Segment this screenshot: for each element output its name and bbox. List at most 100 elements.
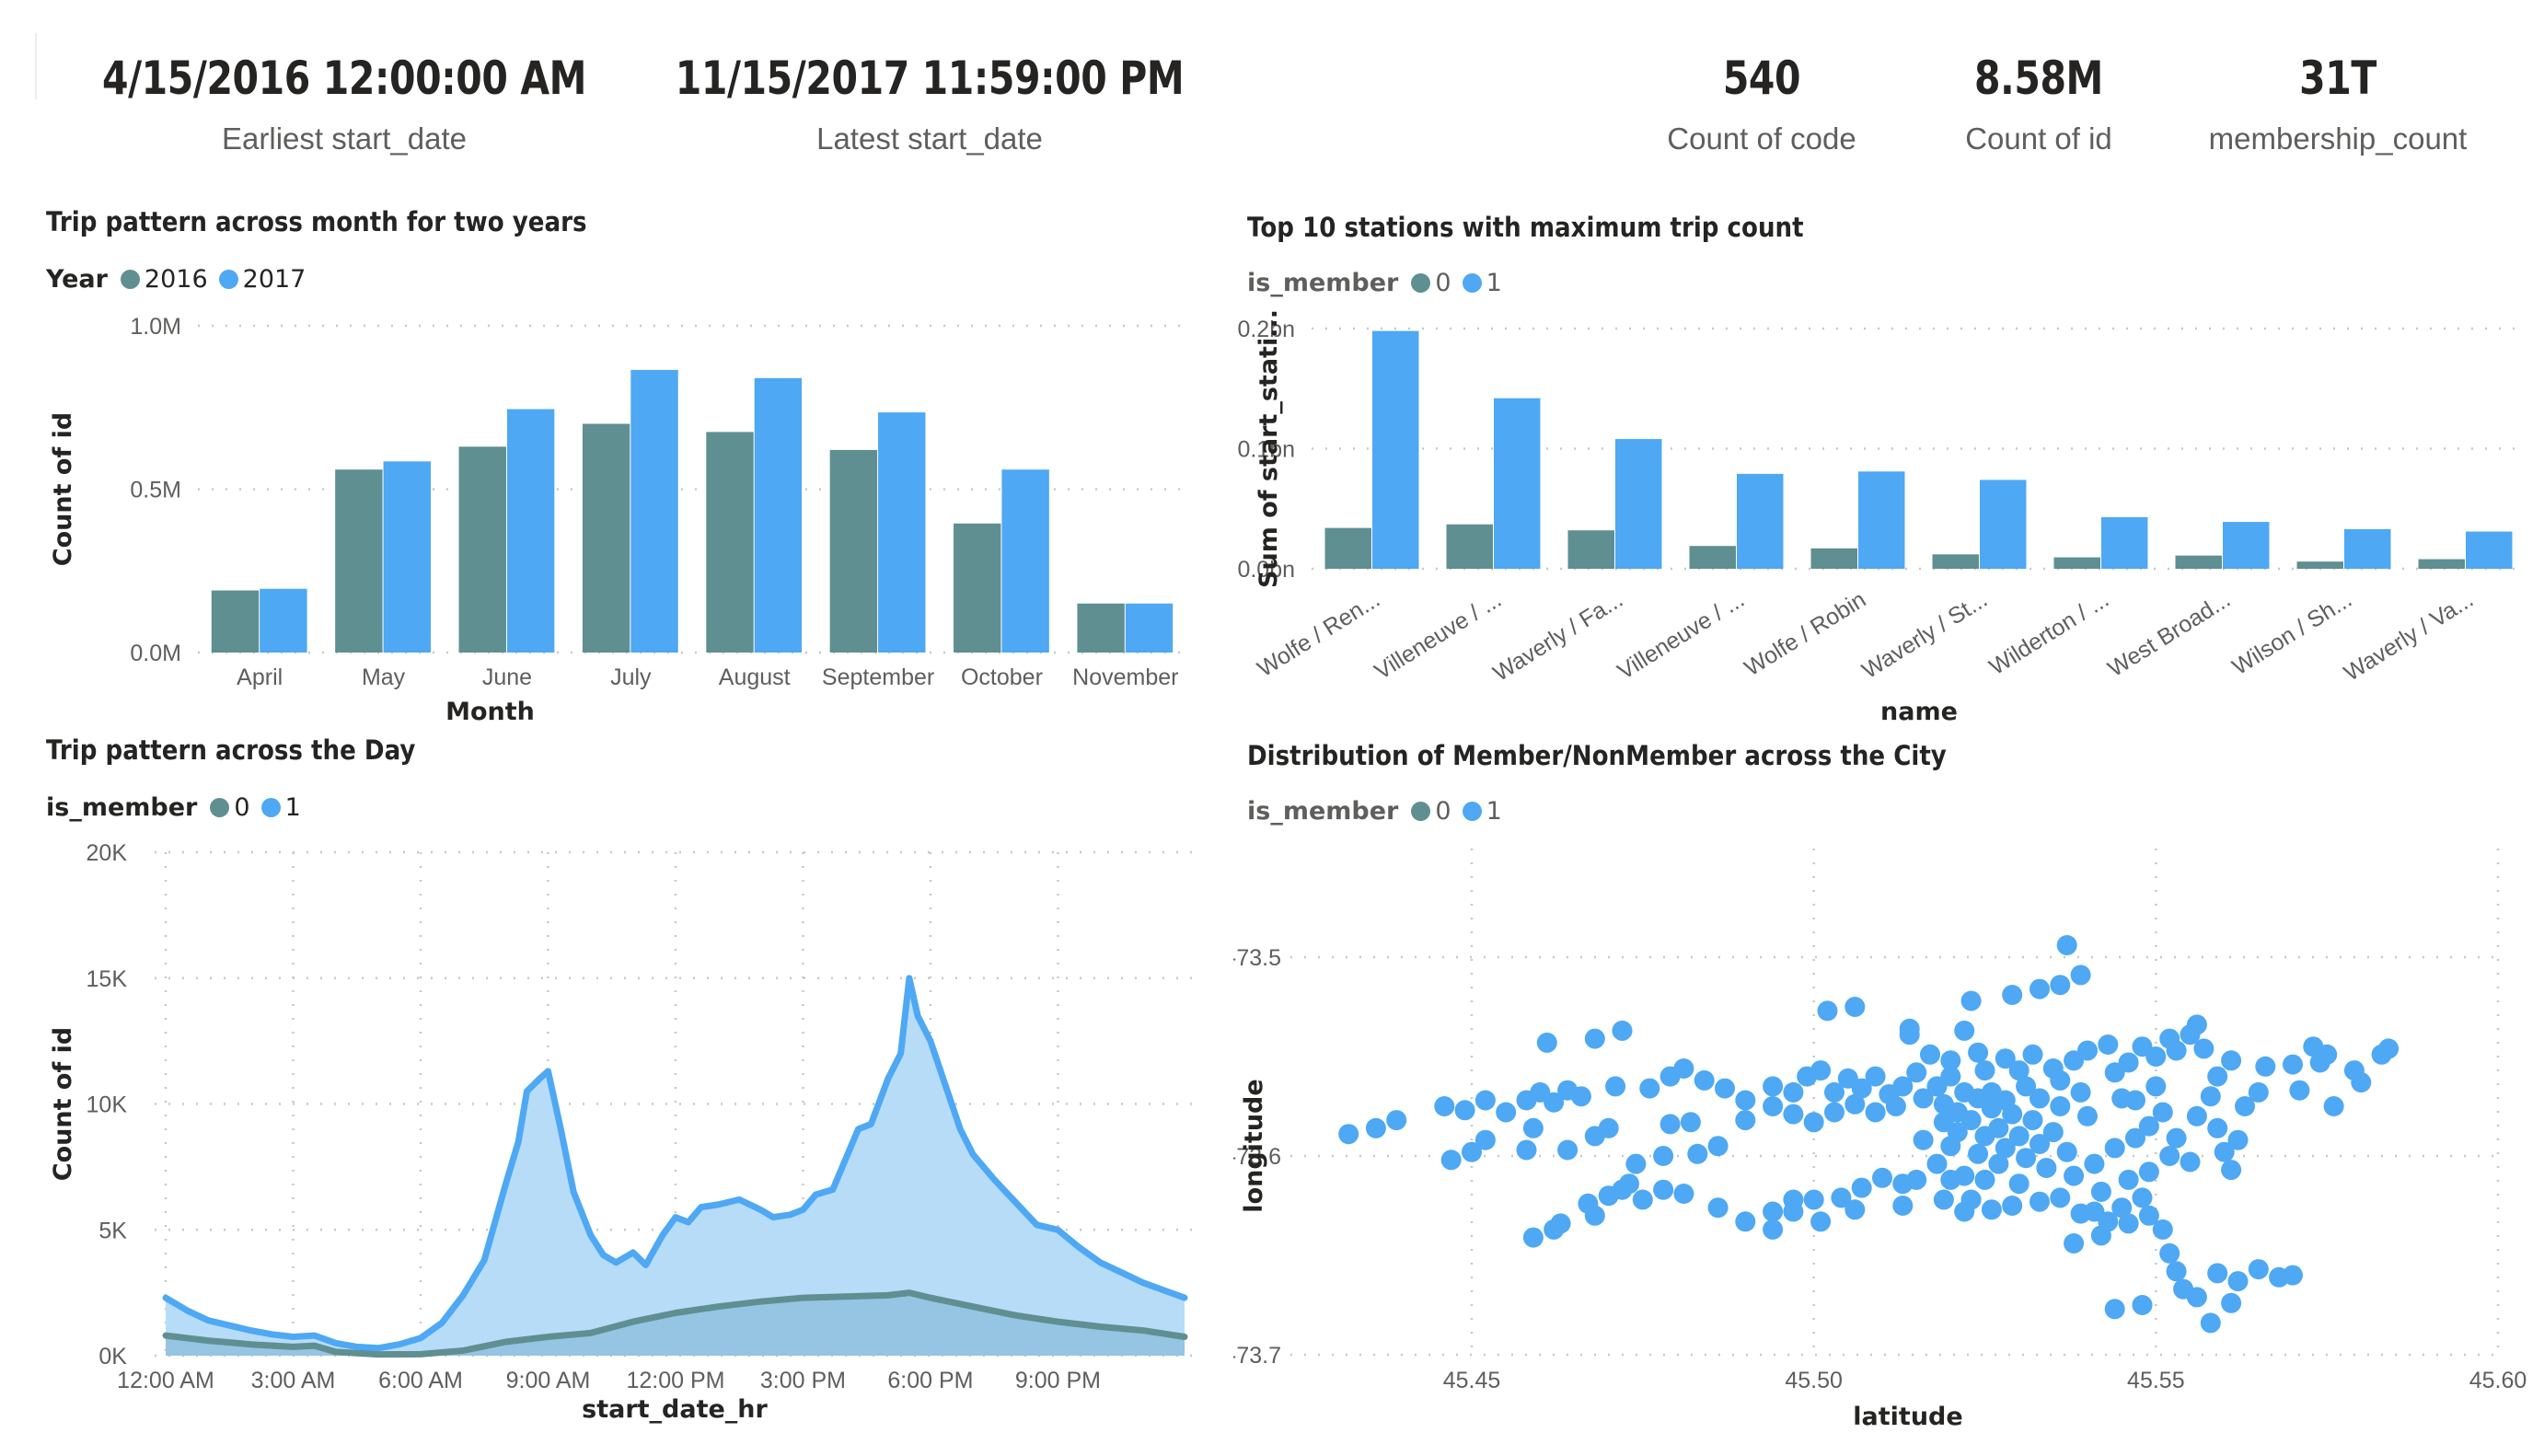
scatter-point xyxy=(1639,1078,1660,1099)
scatter-point xyxy=(2283,1054,2303,1075)
legend-item-2016[interactable]: 2016 xyxy=(120,265,208,294)
legend-item-1[interactable]: 1 xyxy=(1462,797,1502,826)
scatter-point xyxy=(1831,1187,1852,1208)
scatter-point xyxy=(1522,1227,1544,1248)
scatter-point xyxy=(1824,1081,1844,1103)
kpi-latest-start-date: 11/15/2017 11:59:00 PM Latest start_date xyxy=(619,52,1240,156)
legend-label: 1 xyxy=(1486,269,1502,297)
bar-0-0 xyxy=(1324,527,1371,569)
scatter-point xyxy=(1940,1050,1961,1071)
scatter-point xyxy=(1995,1090,2016,1111)
x-tick-label: Villeneuve / ... xyxy=(1370,586,1507,685)
scatter-point xyxy=(2056,1141,2077,1162)
legend-label: 1 xyxy=(284,793,301,822)
scatter-point xyxy=(2159,1146,2180,1166)
legend-item-0[interactable]: 0 xyxy=(210,793,250,822)
scatter-point xyxy=(1960,990,1982,1011)
scatter-point xyxy=(1474,1090,1496,1111)
scatter-point xyxy=(1462,1141,1482,1162)
scatter-point xyxy=(2016,1076,2037,1097)
kpi-value: 4/15/2016 12:00:00 AM xyxy=(101,52,587,105)
scatter-point xyxy=(1913,1088,1934,1109)
scatter-point xyxy=(1707,1136,1729,1157)
legend-item-0[interactable]: 0 xyxy=(1411,797,1451,826)
scatter-point xyxy=(2064,1233,2085,1254)
scatter-point xyxy=(1707,1197,1729,1219)
legend-title: is_member xyxy=(1247,269,1399,297)
legend-item-1[interactable]: 1 xyxy=(1462,269,1502,297)
scatter-point xyxy=(1763,1201,1784,1222)
y-tick-label: 0.0bn xyxy=(1237,557,1295,583)
x-axis-title: latitude xyxy=(1853,1403,1962,1431)
kpi-label: Latest start_date xyxy=(816,121,1043,156)
scatter-point xyxy=(1995,1138,2016,1159)
scatter-point xyxy=(2008,1126,2029,1147)
city-scatter-chart: -73.5 -73.6 -73.7 45.45 45.50 45.55 45.60 latit… xyxy=(1233,849,2527,1431)
scatter-point xyxy=(2200,1312,2221,1334)
scatter-point xyxy=(2050,1187,2071,1208)
city-chart-legend: is_member 0 1 xyxy=(1247,797,1513,826)
scatter-point xyxy=(2323,1096,2344,1116)
scatter-point xyxy=(1570,1086,1591,1107)
scatter-point xyxy=(1735,1090,1756,1111)
bar-1-3 xyxy=(1737,473,1784,569)
legend-item-0[interactable]: 0 xyxy=(1411,269,1451,297)
scatter-point xyxy=(1653,1179,1674,1200)
legend-label: 0 xyxy=(234,793,250,822)
month-chart-legend: Year 2016 2017 xyxy=(46,265,317,294)
bar-0-2 xyxy=(1567,530,1614,569)
legend-label: 0 xyxy=(1435,797,1451,826)
scatter-point xyxy=(1584,1205,1605,1226)
scatter-point xyxy=(1440,1150,1462,1171)
scatter-point xyxy=(1865,1102,1886,1123)
city-chart-title: Distribution of Member/NonMember across … xyxy=(1247,740,1947,771)
x-tick-label: Wilderton / ... xyxy=(1984,586,2113,680)
kpi-count-of-code: 540 Count of code xyxy=(1667,52,1856,156)
x-tick-label: 12:00 PM xyxy=(626,1368,724,1393)
legend-label: 0 xyxy=(1435,269,1451,297)
x-tick-label: Waverly / Fa... xyxy=(1488,586,1627,687)
scatter-point xyxy=(1844,997,1866,1017)
month-chart-title: Trip pattern across month for two years xyxy=(46,206,587,237)
scatter-point xyxy=(2029,1088,2050,1109)
scatter-point xyxy=(2042,1058,2064,1079)
scatter-point xyxy=(2138,1115,2159,1137)
scatter-point xyxy=(2098,1034,2119,1055)
day-chart-title: Trip pattern across the Day xyxy=(46,734,416,766)
x-tick-label: Wolfe / Ren... xyxy=(1253,586,1384,682)
scatter-point xyxy=(1803,1112,1824,1133)
legend-item-1[interactable]: 1 xyxy=(260,793,301,822)
scatter-point xyxy=(1522,1117,1544,1138)
bar-2016-7 xyxy=(1077,603,1125,653)
legend-title: is_member xyxy=(46,793,198,822)
scatter-point xyxy=(1434,1096,1455,1116)
scatter-point xyxy=(1892,1076,1914,1097)
scatter-point xyxy=(1844,1093,1866,1115)
kpi-value: 31T xyxy=(2299,52,2376,105)
scatter-point xyxy=(1885,1096,1906,1116)
scatter-point xyxy=(1584,1028,1605,1049)
scatter-point xyxy=(1625,1153,1647,1174)
x-tick-label: 45.45 xyxy=(1443,1368,1501,1393)
scatter-point xyxy=(1763,1096,1784,1116)
scatter-point xyxy=(2248,1259,2269,1280)
scatter-point xyxy=(2186,1014,2207,1035)
x-tick-label: 9:00 PM xyxy=(1015,1368,1101,1393)
bar-2017-5 xyxy=(878,412,926,653)
bar-2016-5 xyxy=(829,449,878,653)
bar-0-8 xyxy=(2296,561,2343,569)
scatter-point xyxy=(1960,1110,1982,1131)
scatter-point xyxy=(1892,1196,1914,1216)
scatter-point xyxy=(2016,1148,2037,1169)
bar-2017-1 xyxy=(383,461,431,653)
scatter-point xyxy=(2084,1153,2105,1174)
x-axis-title: start_date_hr xyxy=(582,1395,768,1424)
x-tick-label: 45.55 xyxy=(2127,1368,2185,1393)
scatter-point xyxy=(2050,1096,2071,1116)
scatter-point xyxy=(2180,1151,2201,1173)
x-tick-label: 9:00 AM xyxy=(506,1368,591,1393)
scatter-point xyxy=(1598,1117,1619,1138)
scatter-point xyxy=(2166,1040,2187,1061)
legend-item-2017[interactable]: 2017 xyxy=(218,265,306,294)
scatter-point xyxy=(1516,1139,1537,1161)
